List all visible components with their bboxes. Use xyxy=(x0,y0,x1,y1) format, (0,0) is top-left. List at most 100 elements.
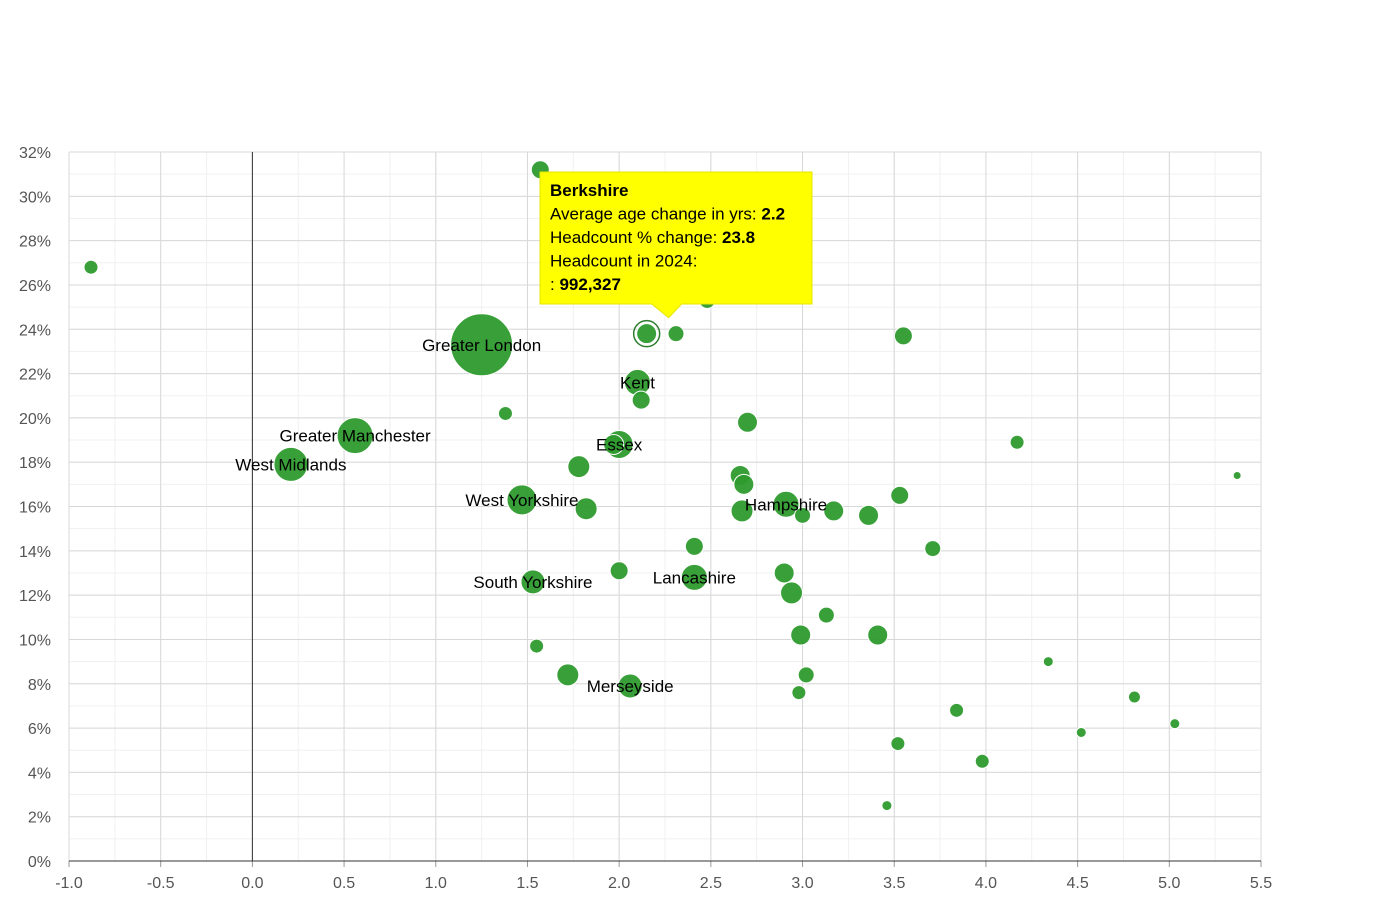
x-tick-label: 0.5 xyxy=(333,875,355,892)
bubble-label: West Yorkshire xyxy=(465,491,578,510)
bubble[interactable] xyxy=(1169,718,1181,730)
x-tick-label: 5.5 xyxy=(1250,875,1272,892)
bubble[interactable] xyxy=(733,473,755,495)
highlight-ring xyxy=(632,319,661,348)
x-tick-label: 0.0 xyxy=(241,875,263,892)
tooltip-row-label: : xyxy=(550,275,559,294)
bubble[interactable] xyxy=(520,569,546,595)
bubble[interactable] xyxy=(506,484,538,516)
bubble[interactable] xyxy=(609,561,629,581)
bubble[interactable] xyxy=(797,666,815,684)
tooltip: Berkshire Average age change in yrs: 2.2… xyxy=(539,171,813,319)
y-tick-label: 26% xyxy=(19,278,51,295)
x-tick-label: -1.0 xyxy=(55,875,83,892)
y-tick-label: 16% xyxy=(19,500,51,517)
bubble[interactable] xyxy=(336,417,374,455)
tick-labels: -1.0 -0.5 0.0 0.5 1.0 1.5 2.0 2.5 3.0 3.5 4.0 4.5 5.… xyxy=(19,145,1272,892)
bubble-label: Lancashire xyxy=(653,568,736,587)
bubble[interactable] xyxy=(574,497,598,521)
x-tick-label: 3.0 xyxy=(791,875,813,892)
bubble[interactable] xyxy=(790,624,812,646)
bubble-label: Essex xyxy=(596,435,643,454)
bubble[interactable] xyxy=(794,506,812,524)
bubble[interactable] xyxy=(949,702,965,718)
bubble[interactable] xyxy=(823,500,845,522)
x-tick-label: 1.5 xyxy=(516,875,538,892)
bubble[interactable] xyxy=(1075,726,1087,738)
tooltip-row-value: 2.2 xyxy=(761,205,785,224)
bubble[interactable] xyxy=(730,499,754,523)
bubble[interactable] xyxy=(636,323,658,345)
tooltip-row-label: Headcount % change: xyxy=(550,228,722,247)
bubble[interactable] xyxy=(603,433,625,455)
bubble[interactable] xyxy=(858,504,880,526)
x-tick-label: 1.0 xyxy=(425,875,447,892)
bubble[interactable] xyxy=(974,753,990,769)
y-tick-label: 12% xyxy=(19,588,51,605)
bubble[interactable] xyxy=(83,259,99,275)
bubble[interactable] xyxy=(890,736,906,752)
bubbles[interactable] xyxy=(83,160,1242,812)
bubble[interactable] xyxy=(631,390,651,410)
bubble[interactable] xyxy=(817,606,835,624)
bubble-labels: Greater London Greater Manchester West Mid… xyxy=(235,336,827,696)
y-tick-label: 22% xyxy=(19,367,51,384)
bubble[interactable] xyxy=(893,326,913,346)
bubble-label: South Yorkshire xyxy=(473,573,592,592)
bubble[interactable] xyxy=(497,405,513,421)
y-tick-label: 0% xyxy=(28,854,51,871)
x-tick-label: 2.5 xyxy=(700,875,722,892)
y-tick-label: 6% xyxy=(28,721,51,738)
bubble[interactable] xyxy=(867,624,889,646)
bubble-label: Hampshire xyxy=(745,495,827,514)
axes xyxy=(68,152,1262,867)
y-tick-label: 4% xyxy=(28,765,51,782)
x-tick-label: 5.0 xyxy=(1158,875,1180,892)
bubble[interactable] xyxy=(1042,656,1054,668)
bubble[interactable] xyxy=(273,446,309,482)
bubble[interactable] xyxy=(617,673,643,699)
x-tick-label: -0.5 xyxy=(147,875,175,892)
bubble[interactable] xyxy=(890,485,910,505)
bubble[interactable] xyxy=(450,313,514,377)
tooltip-row-headcount-change: Headcount % change: 23.8 xyxy=(550,228,755,247)
bubble-label: Greater London xyxy=(422,336,541,355)
y-tick-label: 24% xyxy=(19,322,51,339)
bubble[interactable] xyxy=(881,800,893,812)
y-tick-label: 30% xyxy=(19,189,51,206)
bubble[interactable] xyxy=(772,490,800,518)
bubble[interactable] xyxy=(791,685,807,701)
tooltip-row-headcount-2024: Headcount in 2024: xyxy=(550,252,697,271)
bubble[interactable] xyxy=(680,563,708,591)
bubble[interactable] xyxy=(684,536,704,556)
tooltip-row-label: Average age change in yrs: xyxy=(550,205,761,224)
bubble[interactable] xyxy=(1009,434,1025,450)
tooltip-row-value: 23.8 xyxy=(722,228,755,247)
bubble[interactable] xyxy=(529,638,545,654)
bubble-label: Merseyside xyxy=(587,677,674,696)
y-tick-label: 10% xyxy=(19,632,51,649)
bubble[interactable] xyxy=(1232,470,1242,480)
tooltip-row-value: 992,327 xyxy=(559,275,620,294)
bubble[interactable] xyxy=(737,411,759,433)
x-tick-label: 2.0 xyxy=(608,875,630,892)
bubble[interactable] xyxy=(556,663,580,687)
y-tick-label: 28% xyxy=(19,234,51,251)
bubble-label: Greater Manchester xyxy=(279,427,431,446)
tooltip-title: Berkshire xyxy=(550,181,628,200)
bubble[interactable] xyxy=(567,455,591,479)
bubble[interactable] xyxy=(773,562,795,584)
tooltip-row-label: Headcount in 2024: xyxy=(550,252,697,271)
bubble-label: West Midlands xyxy=(235,455,346,474)
x-tick-label: 3.5 xyxy=(883,875,905,892)
tooltip-box xyxy=(539,171,813,319)
bubble[interactable] xyxy=(667,325,685,343)
x-tick-label: 4.5 xyxy=(1066,875,1088,892)
bubble[interactable] xyxy=(1127,690,1141,704)
bubble[interactable] xyxy=(924,540,942,558)
y-tick-label: 2% xyxy=(28,810,51,827)
bubble[interactable] xyxy=(780,581,804,605)
y-tick-label: 20% xyxy=(19,411,51,428)
y-tick-label: 32% xyxy=(19,145,51,162)
tooltip-row-headcount-value: : 992,327 xyxy=(550,275,621,294)
